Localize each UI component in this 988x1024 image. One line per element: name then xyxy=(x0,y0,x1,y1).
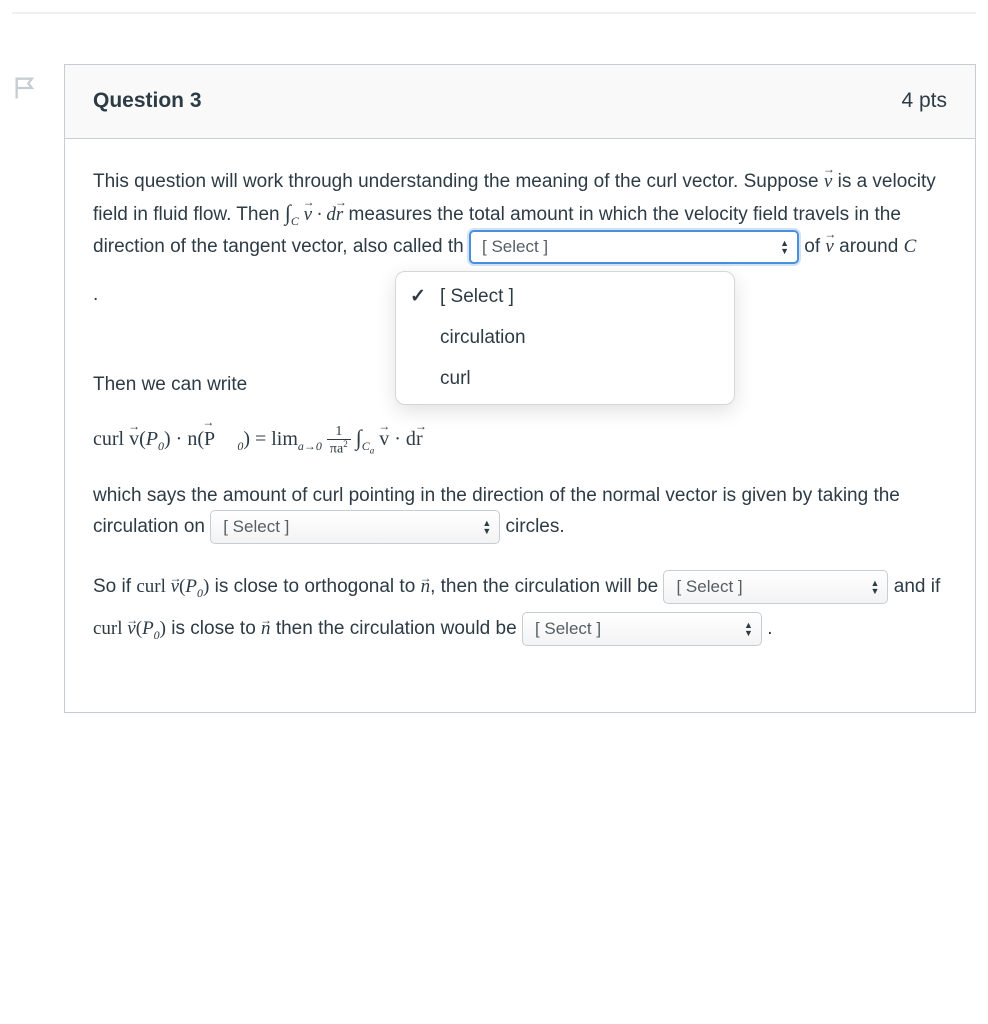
third-period: . xyxy=(767,618,772,639)
select-1-label: [ Select ] xyxy=(482,237,548,256)
select-2[interactable]: [ Select ] ▲▼ xyxy=(210,510,500,544)
dropdown-option-curl[interactable]: curl xyxy=(396,358,734,399)
select-2-label: [ Select ] xyxy=(223,517,289,536)
select-3[interactable]: [ Select ] ▲▼ xyxy=(663,570,888,604)
third-paragraph: So if curl v(P0) is close to orthogonal … xyxy=(93,566,947,650)
third-4: and if xyxy=(894,576,940,597)
third-5: is close to xyxy=(166,618,261,639)
third-2: is close to orthogonal to xyxy=(209,576,420,597)
dropdown-option-1-label: circulation xyxy=(440,327,526,348)
question-card: Question 3 4 pts This question will work… xyxy=(64,64,976,713)
middle-paragraph: which says the amount of curl pointing i… xyxy=(93,481,947,544)
middle-after-select: circles. xyxy=(506,516,565,537)
stepper-icon: ▲▼ xyxy=(482,519,491,535)
n-vec-2: n xyxy=(261,618,271,639)
dropdown-option-0-label: [ Select ] xyxy=(440,286,514,307)
select-3-label: [ Select ] xyxy=(676,577,742,596)
intro-text-1: This question will work through understa… xyxy=(93,171,824,192)
intro-integral: ∫C v · dr xyxy=(285,204,343,225)
dropdown-option-circulation[interactable]: circulation xyxy=(396,317,734,358)
select-1-dropdown: ✓ [ Select ] circulation curl xyxy=(395,271,735,405)
select-4[interactable]: [ Select ] ▲▼ xyxy=(522,612,762,646)
stepper-icon: ▲▼ xyxy=(744,621,753,637)
top-rule xyxy=(12,12,976,14)
stepper-icon: ▲▼ xyxy=(871,579,880,595)
flag-icon[interactable] xyxy=(12,74,40,102)
intro-after-select2: around xyxy=(834,236,904,257)
C-symbol: C xyxy=(904,236,917,257)
intro-paragraph: This question will work through understa… xyxy=(93,167,947,310)
third-1: So if xyxy=(93,576,136,597)
dropdown-option-2-label: curl xyxy=(440,368,471,389)
third-3: , then the circulation will be xyxy=(430,576,663,597)
question-points: 4 pts xyxy=(901,85,947,118)
third-6: then the circulation would be xyxy=(271,618,522,639)
select-1[interactable]: [ Select ] ▲▼ xyxy=(469,230,799,264)
intro-after-select: of xyxy=(804,236,825,257)
check-icon: ✓ xyxy=(410,282,426,311)
select-4-label: [ Select ] xyxy=(535,619,601,638)
stepper-icon: ▲▼ xyxy=(780,239,789,255)
dropdown-option-select[interactable]: ✓ [ Select ] xyxy=(396,276,734,317)
n-vec-1: n xyxy=(421,576,431,597)
question-header: Question 3 4 pts xyxy=(65,65,975,139)
v-symbol: v xyxy=(824,171,832,192)
curl-formula: curl v(P0) · n(P0) = lima→0 1πa2 ∫Ca v ·… xyxy=(93,421,947,458)
question-body: This question will work through understa… xyxy=(65,139,975,712)
curl-vP0-1: curl v(P0) xyxy=(136,576,209,597)
question-title: Question 3 xyxy=(93,85,202,118)
curl-vP0-2: curl v(P0) xyxy=(93,618,166,639)
v-symbol-2: v xyxy=(825,236,833,257)
